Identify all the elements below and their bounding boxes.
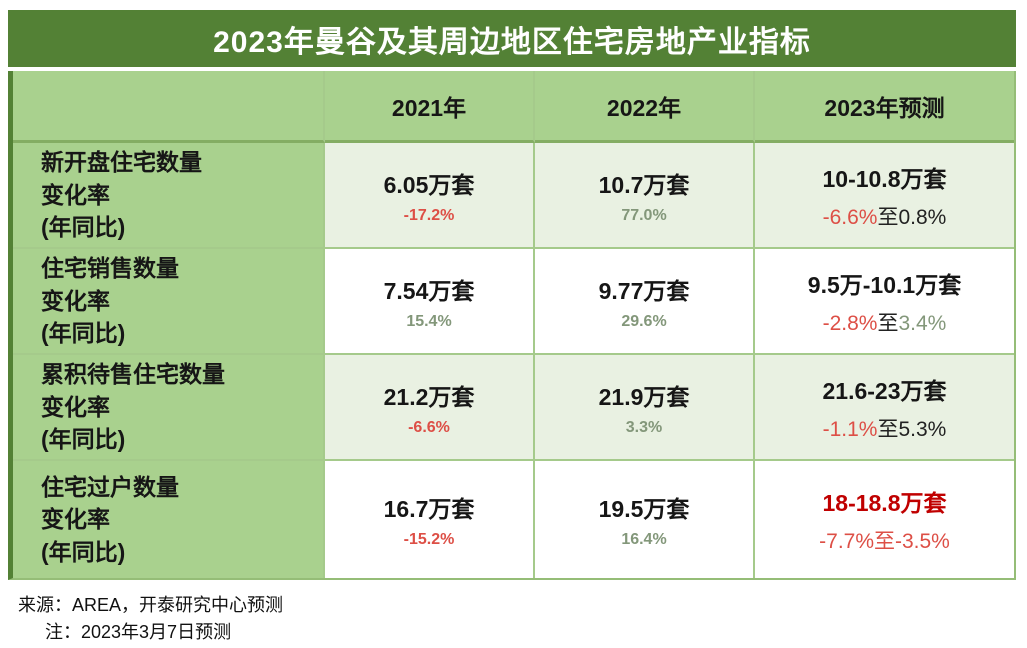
date-note: 注：2023年3月7日预测 xyxy=(45,622,232,642)
unit-value: 19.5万套 xyxy=(598,496,690,522)
column-header-2023-forecast: 2023年预测 xyxy=(755,71,1014,143)
row-label-line: 变化率 xyxy=(41,506,110,533)
row-label-line: 变化率 xyxy=(41,181,110,208)
row-label-line: 变化率 xyxy=(41,287,110,314)
value-cell: 9.5万-10.1万套 -2.8%至3.4% xyxy=(755,249,1014,355)
yoy-change-part: -2.8% xyxy=(822,311,878,335)
row-header-cell: 住宅销售数量 变化率 (年同比) xyxy=(13,249,325,355)
yoy-change: 16.4% xyxy=(621,531,666,549)
unit-value: 18-18.8万套 xyxy=(822,490,947,516)
yoy-change-part: -1.1% xyxy=(822,417,878,441)
yoy-change: -15.2% xyxy=(404,531,455,549)
unit-value: 9.77万套 xyxy=(598,277,690,304)
yoy-change-part: -6.6% xyxy=(408,418,450,436)
yoy-change: -6.6% xyxy=(408,419,450,437)
source-note: 来源：AREA，开泰研究中心预测 xyxy=(18,595,284,615)
footer-notes: 来源：AREA，开泰研究中心预测 注：2023年3月7日预测 xyxy=(18,592,283,646)
yoy-change-part: -6.6% xyxy=(822,205,878,229)
unit-value: 6.05万套 xyxy=(383,171,475,198)
yoy-change-part: 至 xyxy=(874,530,895,553)
row-label-line: 累积待售住宅数量 xyxy=(41,361,225,388)
column-header-2021: 2021年 xyxy=(325,71,535,143)
value-cell: 6.05万套 -17.2% xyxy=(325,143,535,249)
column-header-2022: 2022年 xyxy=(535,71,755,143)
yoy-change: -7.7%至-3.5% xyxy=(819,525,950,555)
unit-value: 21.9万套 xyxy=(598,383,690,410)
row-header-cell: 新开盘住宅数量 变化率 (年同比) xyxy=(13,143,325,249)
yoy-change-part: 至 xyxy=(877,311,899,335)
yoy-change: -2.8%至3.4% xyxy=(823,307,947,337)
value-cell: 19.5万套 16.4% xyxy=(535,461,755,578)
yoy-change-part: 至5.3% xyxy=(877,417,947,441)
unit-value: 10-10.8万套 xyxy=(822,165,947,192)
row-label-line: (年同比) xyxy=(41,538,126,565)
unit-value: 7.54万套 xyxy=(383,277,475,304)
yoy-change: 3.3% xyxy=(626,419,662,437)
yoy-change: -17.2% xyxy=(404,207,455,225)
yoy-change-part: 3.4% xyxy=(898,311,947,335)
row-label-line: 住宅销售数量 xyxy=(41,255,179,282)
title-bar: 2023年曼谷及其周边地区住宅房地产业指标 xyxy=(8,10,1016,67)
yoy-change-part: 77.0% xyxy=(621,206,667,224)
yoy-change-part: 15.4% xyxy=(406,312,452,330)
yoy-change: -6.6%至0.8% xyxy=(823,201,947,231)
value-cell: 7.54万套 15.4% xyxy=(325,249,535,355)
yoy-change-part: -15.2% xyxy=(403,531,455,548)
yoy-change-part: -17.2% xyxy=(403,206,455,224)
value-cell: 21.2万套 -6.6% xyxy=(325,355,535,461)
value-cell: 18-18.8万套 -7.7%至-3.5% xyxy=(755,461,1014,578)
yoy-change-part: 16.4% xyxy=(621,531,667,548)
indicators-table: 2021年 2022年 2023年预测 新开盘住宅数量 变化率 (年同比) 6.05万… xyxy=(8,71,1016,580)
column-header-empty xyxy=(13,71,325,143)
yoy-change: 15.4% xyxy=(406,313,451,331)
unit-value: 21.6-23万套 xyxy=(822,377,947,404)
yoy-change-part: 3.3% xyxy=(625,418,663,436)
yoy-change-part: -7.7% xyxy=(819,530,874,553)
row-label-line: 变化率 xyxy=(41,393,110,420)
row-label-line: (年同比) xyxy=(41,214,126,241)
value-cell: 21.9万套 3.3% xyxy=(535,355,755,461)
yoy-change: 77.0% xyxy=(621,207,666,225)
value-cell: 21.6-23万套 -1.1%至5.3% xyxy=(755,355,1014,461)
row-label-line: (年同比) xyxy=(41,320,126,347)
value-cell: 10.7万套 77.0% xyxy=(535,143,755,249)
value-cell: 16.7万套 -15.2% xyxy=(325,461,535,578)
unit-value: 16.7万套 xyxy=(383,496,475,522)
yoy-change-part: 至0.8% xyxy=(877,205,947,229)
row-label-line: 住宅过户数量 xyxy=(41,473,179,500)
value-cell: 9.77万套 29.6% xyxy=(535,249,755,355)
yoy-change: -1.1%至5.3% xyxy=(823,413,947,443)
page-title: 2023年曼谷及其周边地区住宅房地产业指标 xyxy=(213,25,811,59)
unit-value: 10.7万套 xyxy=(598,171,690,198)
yoy-change: 29.6% xyxy=(621,313,666,331)
row-label-line: 新开盘住宅数量 xyxy=(41,149,202,176)
row-label-line: (年同比) xyxy=(41,426,126,453)
yoy-change-part: -3.5% xyxy=(895,530,950,553)
row-header-cell: 累积待售住宅数量 变化率 (年同比) xyxy=(13,355,325,461)
row-header-cell: 住宅过户数量 变化率 (年同比) xyxy=(13,461,325,578)
unit-value: 9.5万-10.1万套 xyxy=(807,271,962,298)
yoy-change-part: 29.6% xyxy=(621,312,667,330)
unit-value: 21.2万套 xyxy=(383,383,475,410)
value-cell: 10-10.8万套 -6.6%至0.8% xyxy=(755,143,1014,249)
